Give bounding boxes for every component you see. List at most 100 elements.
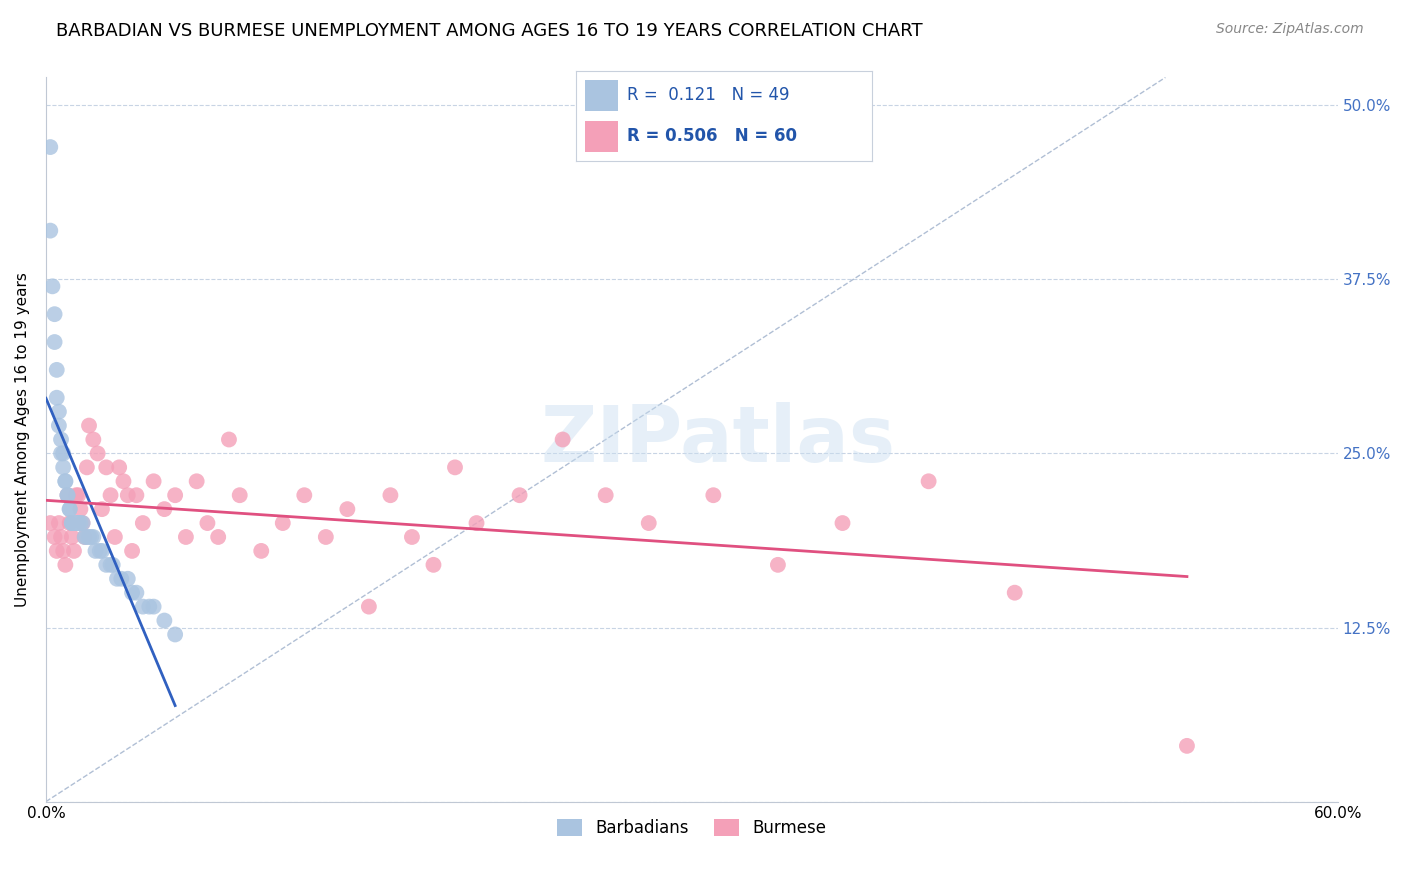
Point: [121, 544, 143, 558]
Point: [1175, 739, 1198, 753]
Point: [44, 530, 66, 544]
Point: [91, 544, 114, 558]
Point: [218, 433, 240, 447]
Point: [132, 599, 155, 614]
Point: [73, 530, 96, 544]
Point: [67, 516, 90, 530]
Point: [197, 516, 219, 530]
Point: [91, 502, 114, 516]
Point: [96, 460, 118, 475]
Point: [101, 558, 124, 572]
Point: [89, 544, 111, 558]
Point: [44, 307, 66, 321]
Point: [86, 446, 108, 460]
Point: [401, 530, 423, 544]
Point: [105, 572, 128, 586]
Point: [59, 502, 82, 516]
Point: [422, 558, 444, 572]
FancyBboxPatch shape: [585, 80, 617, 111]
Point: [82, 530, 104, 544]
Point: [44, 334, 66, 349]
Point: [96, 558, 118, 572]
Point: [153, 614, 176, 628]
Point: [165, 627, 187, 641]
Point: [73, 530, 96, 544]
Point: [65, 516, 87, 530]
Point: [39, 140, 62, 154]
Point: [45, 544, 67, 558]
Point: [39, 516, 62, 530]
Point: [59, 516, 82, 530]
Point: [77, 530, 100, 544]
Point: [49, 446, 72, 460]
Text: ZIPatlas: ZIPatlas: [540, 401, 896, 477]
Point: [551, 433, 574, 447]
Point: [80, 530, 103, 544]
Legend: Barbadians, Burmese: Barbadians, Burmese: [551, 813, 834, 844]
Point: [69, 516, 91, 530]
Point: [142, 599, 165, 614]
Point: [60, 530, 83, 544]
Y-axis label: Unemployment Among Ages 16 to 19 years: Unemployment Among Ages 16 to 19 years: [15, 272, 30, 607]
Point: [465, 516, 488, 530]
Point: [292, 488, 315, 502]
Point: [917, 475, 939, 489]
Point: [53, 475, 76, 489]
Point: [60, 516, 83, 530]
Point: [315, 530, 337, 544]
Point: [117, 572, 139, 586]
Point: [59, 502, 82, 516]
Point: [125, 585, 148, 599]
Point: [100, 558, 122, 572]
Point: [48, 516, 70, 530]
Point: [104, 530, 127, 544]
Point: [67, 488, 90, 502]
Point: [63, 516, 86, 530]
Point: [45, 391, 67, 405]
Point: [228, 488, 250, 502]
Point: [53, 475, 76, 489]
Point: [56, 488, 79, 502]
Point: [52, 544, 75, 558]
Point: [250, 544, 273, 558]
Point: [357, 599, 380, 614]
Point: [380, 488, 402, 502]
Point: [108, 460, 131, 475]
Point: [110, 572, 132, 586]
Point: [153, 502, 176, 516]
Point: [67, 516, 90, 530]
Text: R = 0.506   N = 60: R = 0.506 N = 60: [627, 128, 797, 145]
Point: [56, 488, 79, 502]
Point: [72, 516, 94, 530]
Point: [69, 502, 91, 516]
Point: [766, 558, 789, 572]
Point: [112, 475, 135, 489]
Point: [271, 516, 294, 530]
Point: [77, 418, 100, 433]
Point: [49, 530, 72, 544]
Point: [56, 488, 79, 502]
Point: [702, 488, 724, 502]
Point: [65, 488, 87, 502]
Point: [52, 460, 75, 475]
Point: [72, 516, 94, 530]
Point: [48, 404, 70, 418]
Text: BARBADIAN VS BURMESE UNEMPLOYMENT AMONG AGES 16 TO 19 YEARS CORRELATION CHART: BARBADIAN VS BURMESE UNEMPLOYMENT AMONG …: [56, 22, 922, 40]
Point: [53, 558, 76, 572]
Point: [186, 475, 208, 489]
Point: [125, 488, 148, 502]
Point: [100, 488, 122, 502]
Point: [76, 460, 98, 475]
Point: [117, 488, 139, 502]
Point: [63, 544, 86, 558]
Point: [444, 460, 467, 475]
Point: [1004, 585, 1026, 599]
FancyBboxPatch shape: [585, 121, 617, 152]
Point: [595, 488, 617, 502]
Point: [509, 488, 531, 502]
Point: [82, 433, 104, 447]
Point: [121, 585, 143, 599]
Point: [132, 516, 155, 530]
Point: [831, 516, 853, 530]
Point: [76, 530, 98, 544]
